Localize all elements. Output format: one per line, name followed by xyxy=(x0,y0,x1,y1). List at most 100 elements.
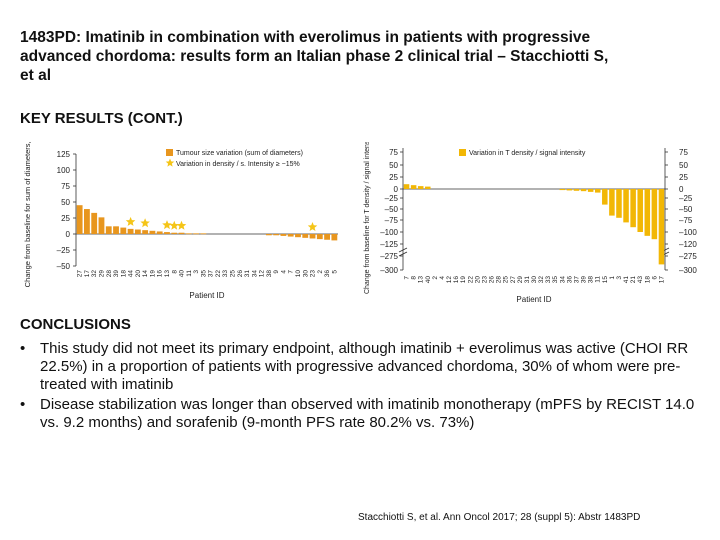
y-tick-label-right: –100 xyxy=(679,228,697,237)
bar xyxy=(171,232,178,234)
bar xyxy=(417,186,424,189)
x-tick-label: 25 xyxy=(229,270,236,278)
y-tick-label-left: –100 xyxy=(380,228,398,237)
bar xyxy=(658,189,665,265)
bar xyxy=(644,189,651,236)
x-tick-label: 13 xyxy=(418,276,425,284)
x-tick-label: 36 xyxy=(324,270,331,278)
bullet-dot-icon: • xyxy=(20,340,26,357)
x-tick-label: 29 xyxy=(98,270,105,278)
x-tick-label: 31 xyxy=(244,270,251,278)
x-tick-label: 2 xyxy=(317,270,324,274)
legend-star-icon xyxy=(165,158,175,167)
bar xyxy=(651,189,658,240)
x-tick-label: 3 xyxy=(193,270,200,274)
bar xyxy=(142,230,149,234)
x-tick-label: 30 xyxy=(302,270,309,278)
x-tick-label: 44 xyxy=(128,270,135,278)
x-tick-label: 11 xyxy=(186,270,193,277)
x-tick-label: 6 xyxy=(651,276,658,280)
x-tick-label: 18 xyxy=(120,270,127,278)
x-tick-label: 8 xyxy=(411,276,418,280)
y-tick-label-right: –120 xyxy=(679,240,697,249)
x-tick-label: 19 xyxy=(460,276,467,284)
bar xyxy=(331,234,338,241)
density-star-icon xyxy=(307,222,318,231)
chart-tumour-size: 125 100 75 50 25 0 –25 –50 Change from baseline … xyxy=(18,132,350,304)
conclusions-title: CONCLUSIONS xyxy=(20,316,131,333)
bar xyxy=(580,189,587,192)
x-tick-label: 22 xyxy=(467,276,474,284)
bar xyxy=(280,234,287,236)
legend-bar-swatch xyxy=(166,149,173,156)
x-tick-label: 41 xyxy=(623,276,630,284)
x-tick-label: 7 xyxy=(404,276,411,280)
bar xyxy=(134,229,141,234)
y-tick-label-left: –275 xyxy=(380,252,398,261)
y-tick-label: 0 xyxy=(66,230,71,239)
bar xyxy=(594,189,601,193)
x-tick-label: 7 xyxy=(288,270,295,274)
bar xyxy=(630,189,636,228)
x-tick-label: 15 xyxy=(602,276,609,284)
bar xyxy=(425,186,431,189)
legend-label: Variation in T density / signal intensit… xyxy=(469,150,586,157)
x-tick-label: 35 xyxy=(200,270,207,278)
bar xyxy=(316,234,323,240)
density-star-icon xyxy=(176,220,187,230)
x-tick-label: 23 xyxy=(310,270,317,278)
y-axis-title: Change from baseline for T density / sig… xyxy=(364,142,371,294)
section-title: KEY RESULTS (CONT.) xyxy=(20,110,183,127)
x-tick-label: 38 xyxy=(588,276,595,284)
y-tick-label-right: 25 xyxy=(679,173,688,182)
y-tick-label-right: –75 xyxy=(679,216,693,225)
x-tick-label: 13 xyxy=(164,270,171,278)
y-tick-label: 125 xyxy=(57,150,71,159)
x-tick-label: 40 xyxy=(179,270,186,278)
x-tick-label: 19 xyxy=(149,270,156,278)
conclusions-list: • This study did not meet its primary end… xyxy=(20,340,710,434)
bar xyxy=(566,189,573,191)
x-tick-label: 34 xyxy=(559,276,566,284)
y-tick-label-right: 0 xyxy=(679,185,684,194)
x-tick-label: 1 xyxy=(609,276,616,280)
y-axis-title: Change from baseline for sum of diameter… xyxy=(23,142,32,287)
x-tick-label: 3 xyxy=(616,276,623,280)
bar xyxy=(309,234,316,239)
bar xyxy=(105,226,112,234)
bar xyxy=(185,233,192,235)
x-tick-label: 14 xyxy=(142,270,149,278)
citation: Stacchiotti S, et al. Ann Oncol 2017; 28… xyxy=(358,512,641,523)
x-tick-label: 37 xyxy=(573,276,580,284)
x-tick-label: 16 xyxy=(157,270,164,278)
x-tick-label: 28 xyxy=(496,276,503,284)
legend-label: Tumour size variation (sum of diameters) xyxy=(176,150,303,157)
x-tick-label: 16 xyxy=(453,276,460,284)
y-tick-label: 25 xyxy=(61,214,70,223)
x-tick-label: 17 xyxy=(658,276,665,284)
bar xyxy=(178,232,185,234)
x-tick-label: 37 xyxy=(208,270,215,278)
y-tick-label-left: 75 xyxy=(389,148,398,157)
y-tick-label-right: –25 xyxy=(679,194,693,203)
y-tick-label-left: 25 xyxy=(389,173,398,182)
axis-break-mark xyxy=(398,251,408,257)
x-tick-label: 22 xyxy=(215,270,222,278)
bar xyxy=(84,209,90,234)
y-tick-label-right: 75 xyxy=(679,148,688,157)
x-tick-label: 27 xyxy=(510,276,517,284)
x-tick-label: 4 xyxy=(280,270,287,274)
bar xyxy=(156,231,163,234)
bar xyxy=(302,234,309,238)
y-tick-label: 100 xyxy=(57,166,71,175)
bar xyxy=(200,233,207,235)
y-tick-label-left: 0 xyxy=(394,185,399,194)
bar xyxy=(559,189,566,191)
x-tick-label: 20 xyxy=(474,276,481,284)
density-star-icon xyxy=(125,216,136,226)
x-tick-label: 39 xyxy=(113,270,120,278)
x-tick-label: 8 xyxy=(171,270,178,274)
slide-title: 1483PD: Imatinib in combination with eve… xyxy=(20,29,609,84)
legend-bar-swatch xyxy=(459,149,466,156)
bar xyxy=(193,233,199,235)
